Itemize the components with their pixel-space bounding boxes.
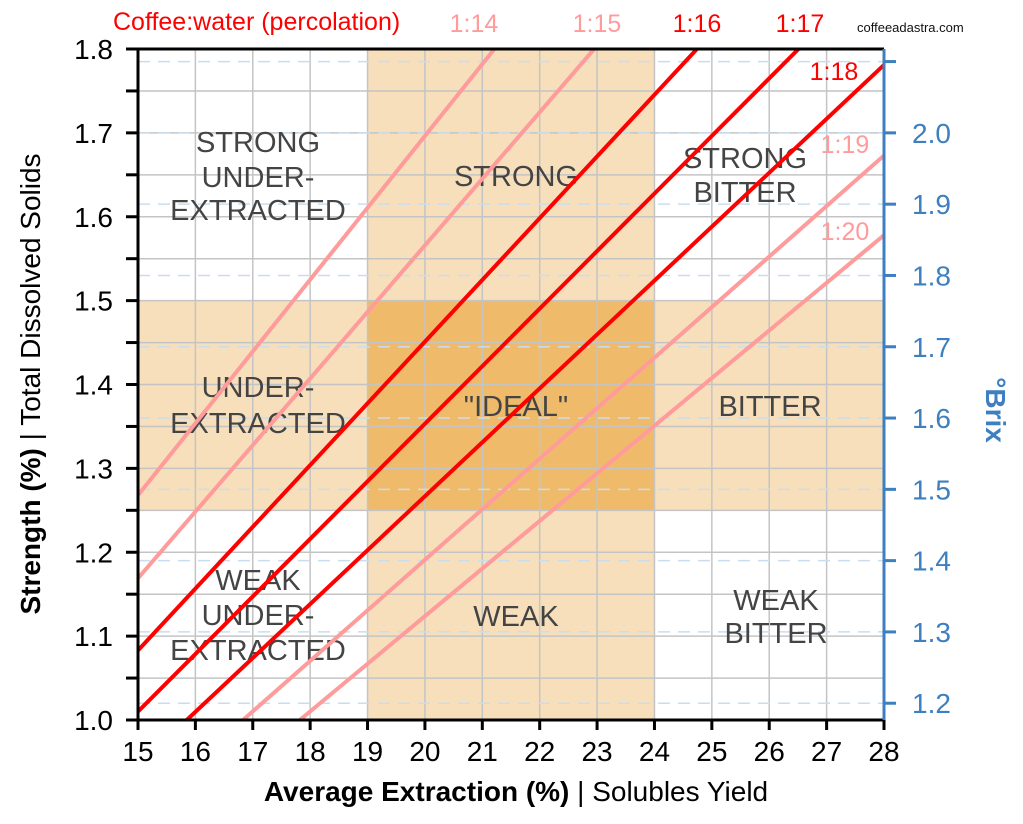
brix-tick-label: 2.0	[912, 118, 951, 149]
brix-axis-label: °Brix	[980, 377, 1011, 443]
zone-label: EXTRACTED	[170, 408, 346, 440]
zone-label: UNDER-	[202, 372, 315, 404]
x-axis-label-bold: Average Extraction (%)	[264, 776, 570, 807]
y-tick-label: 1.4	[74, 370, 113, 401]
x-tick-label: 18	[295, 736, 326, 767]
ratio-line-1-16	[138, 49, 699, 652]
zone-label: "IDEAL"	[464, 391, 568, 423]
ratio-line-1-18	[185, 63, 884, 720]
brix-tick-label: 1.5	[912, 474, 951, 505]
y-tick-label: 1.2	[74, 537, 113, 568]
ratio-label: 1:17	[776, 10, 825, 38]
zone-label: BITTER	[724, 618, 827, 650]
chart-title: Coffee:water (percolation)	[113, 8, 400, 36]
x-tick-label: 24	[639, 736, 670, 767]
ratio-label: 1:18	[810, 58, 859, 86]
ratio-label: 1:20	[821, 218, 870, 246]
x-tick-label: 20	[409, 736, 440, 767]
y-tick-label: 1.1	[74, 621, 113, 652]
ratio-line-1-17	[138, 49, 800, 714]
x-tick-label: 17	[237, 736, 268, 767]
brix-tick-label: 1.2	[912, 688, 951, 719]
y-axis-label-bold: Strength (%)	[15, 448, 46, 614]
zone-label: EXTRACTED	[170, 195, 346, 227]
x-tick-label: 22	[524, 736, 555, 767]
ratio-label: 1:19	[821, 131, 870, 159]
zone-label: WEAK	[473, 601, 559, 633]
brix-tick-label: 1.7	[912, 332, 951, 363]
x-axis-label-rest: | Solubles Yield	[569, 776, 768, 807]
y-axis-label: Strength (%) | Total Dissolved Solids	[15, 153, 46, 614]
x-tick-label: 16	[180, 736, 211, 767]
x-tick-label: 23	[581, 736, 612, 767]
y-tick-label: 1.3	[74, 453, 113, 484]
brix-tick-label: 1.8	[912, 260, 951, 291]
ratio-line-1-20	[298, 233, 884, 720]
x-tick-label: 28	[868, 736, 899, 767]
y-tick-label: 1.0	[74, 705, 113, 736]
y-tick-label: 1.5	[74, 286, 113, 317]
x-tick-label: 19	[352, 736, 383, 767]
x-axis-label: Average Extraction (%) | Solubles Yield	[264, 776, 768, 807]
y-tick-label: 1.8	[74, 34, 113, 65]
ratio-line-1-15	[138, 49, 596, 580]
ratio-label: 1:14	[450, 10, 499, 38]
watermark: coffeeadastra.com	[857, 20, 964, 35]
y-axis-label-rest: | Total Dissolved Solids	[15, 153, 46, 448]
x-tick-label: 21	[467, 736, 498, 767]
zone-label: STRONG	[196, 127, 320, 159]
x-tick-label: 26	[754, 736, 785, 767]
zone-label: UNDER-	[202, 162, 315, 194]
x-tick-label: 15	[122, 736, 153, 767]
brix-tick-label: 1.4	[912, 546, 951, 577]
ratio-label: 1:15	[573, 10, 622, 38]
zone-label: BITTER	[718, 391, 821, 423]
brix-tick-label: 1.3	[912, 617, 951, 648]
ratio-line-1-19	[241, 154, 884, 720]
brix-tick-label: 1.6	[912, 403, 951, 434]
x-tick-label: 27	[811, 736, 842, 767]
y-tick-label: 1.6	[74, 202, 113, 233]
ratio-label: 1:16	[673, 10, 722, 38]
zone-label: WEAK	[733, 585, 819, 617]
x-tick-label: 25	[696, 736, 727, 767]
ratio-line-1-14	[138, 49, 496, 497]
brix-tick-label: 1.9	[912, 189, 951, 220]
y-tick-label: 1.7	[74, 118, 113, 149]
